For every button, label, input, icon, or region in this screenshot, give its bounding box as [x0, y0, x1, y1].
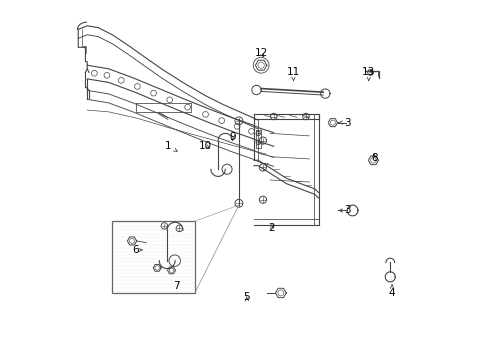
Text: 8: 8 [371, 153, 377, 163]
Text: 2: 2 [269, 224, 275, 233]
Text: 5: 5 [244, 292, 250, 302]
Text: 13: 13 [362, 67, 375, 81]
Text: 12: 12 [254, 48, 268, 58]
Text: 6: 6 [132, 245, 142, 255]
Text: 3: 3 [338, 206, 350, 216]
Text: 4: 4 [389, 285, 395, 298]
Text: 9: 9 [229, 132, 236, 142]
Text: 1: 1 [165, 141, 177, 151]
Text: 7: 7 [173, 281, 180, 291]
Text: 11: 11 [287, 67, 300, 81]
Text: 10: 10 [199, 141, 212, 151]
Bar [112, 221, 195, 293]
Text: 3: 3 [338, 118, 350, 128]
